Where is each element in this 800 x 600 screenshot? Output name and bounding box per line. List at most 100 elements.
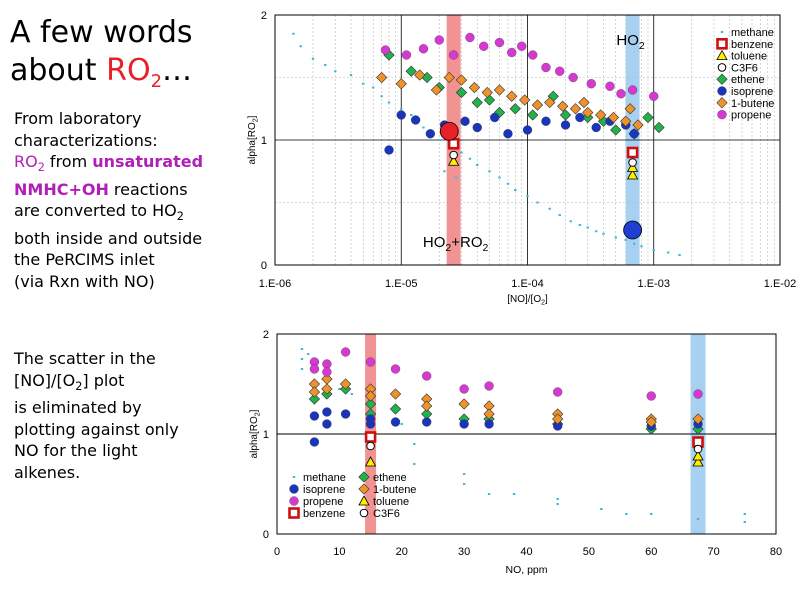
chart1-point-methane xyxy=(292,32,295,35)
chart1-point-methane xyxy=(614,236,617,239)
chart2-point-methane xyxy=(556,498,559,500)
chart2-point-toluene xyxy=(364,456,377,467)
chart1-point-propene xyxy=(555,66,565,76)
chart1-point-methane xyxy=(422,126,425,129)
title-line1: A few words xyxy=(10,15,193,50)
title-line2: about RO2… xyxy=(10,53,193,92)
chart1-point-propene xyxy=(401,50,412,60)
chart1-y-tick-label: 2 xyxy=(261,10,267,22)
chart2-point-methane xyxy=(743,513,747,515)
chart2-legend-marker-isoprene xyxy=(289,484,299,494)
chart2-point-1-butene xyxy=(483,408,495,420)
chart1-point-methane xyxy=(602,232,605,235)
chart2-point-propene xyxy=(646,391,656,401)
chart2-series-toluene xyxy=(364,450,704,467)
chart2-point-1-butene xyxy=(692,413,704,425)
chart2-point-methane xyxy=(300,358,304,360)
chart2-point-methane xyxy=(300,368,304,370)
chart1-point-C3F6 xyxy=(449,150,458,160)
chart2-point-methane xyxy=(306,353,310,355)
chart1-point-1-butene xyxy=(595,109,607,121)
chart1-legend-marker-ethene xyxy=(716,73,728,85)
chart1-point-isoprene xyxy=(460,116,470,126)
chart1-point-1-butene xyxy=(620,115,632,127)
chart1-point-isoprene xyxy=(410,115,421,125)
chart2-x-axis-label: NO, ppm xyxy=(505,564,547,576)
chart1-point-methane xyxy=(666,251,670,254)
chart1-y-tick-label: 1 xyxy=(261,135,267,147)
chart1-point-methane xyxy=(558,214,561,216)
chart1: HO2+RO2 HO2 1.E-06 1.E-05 1.E-04 1.E-03 1.E-02… xyxy=(247,10,796,307)
chart2: 0 10 20 30 40 50 60 70 80 0 1 2 NO, ppm alpha[RO2] met… xyxy=(249,329,782,576)
chart2-point-toluene xyxy=(692,456,704,467)
chart1-point-propene xyxy=(434,35,444,45)
chart2-point-ethene xyxy=(308,393,321,405)
chart1-point-propene xyxy=(418,44,429,54)
chart1-point-propene xyxy=(649,91,659,101)
chart1-point-propene xyxy=(479,41,489,51)
chart1-point-methane xyxy=(624,239,627,241)
chart2-point-1-butene xyxy=(364,390,377,402)
chart1-point-1-butene xyxy=(519,94,531,106)
chart1-band-label: HO2 xyxy=(616,32,645,52)
scatter-explanation-text: The scatter in the [NO]/[O2] plot is eli… xyxy=(14,349,179,482)
chart2-legend-label-benzene: benzene xyxy=(303,508,345,520)
chart2-legend-label-propene: propene xyxy=(303,496,343,508)
chart1-point-1-butene xyxy=(430,84,443,96)
chart1-point-methane xyxy=(548,207,551,210)
chart2-point-methane xyxy=(625,513,628,515)
chart2-y-tick-label: 0 xyxy=(263,529,269,541)
chart2-point-toluene xyxy=(692,450,704,461)
chart1-point-methane xyxy=(400,107,403,110)
chart1-point-isoprene xyxy=(541,116,551,126)
chart2-point-methane xyxy=(696,518,700,520)
chart1-legend-marker-benzene xyxy=(716,37,728,50)
chart1-legend-label-methane: methane xyxy=(731,27,774,39)
chart1-point-methane xyxy=(362,82,365,85)
chart1-x-axis-label: [NO]/[O2] xyxy=(507,294,548,307)
chart1-point-methane xyxy=(488,170,491,173)
chart2-point-1-butene xyxy=(458,398,470,410)
chart1-series-isoprene xyxy=(384,110,639,155)
chart2-point-isoprene xyxy=(459,419,469,429)
chart2-y-axis-label: alpha[RO2] xyxy=(249,409,262,458)
chart1-point-1-butene xyxy=(578,96,590,109)
chart2-plot-frame xyxy=(276,333,777,535)
chart1-x-tick-label: 1.E-05 xyxy=(385,278,417,290)
chart2-series-benzene xyxy=(364,431,704,448)
chart2-series-isoprene xyxy=(309,407,703,447)
chart1-point-methane xyxy=(468,157,472,160)
chart2-point-propene xyxy=(459,384,469,394)
chart2-point-isoprene xyxy=(422,417,432,427)
chart1-point-methane xyxy=(443,170,446,173)
chart1-point-propene xyxy=(448,50,459,60)
chart1-point-propene xyxy=(627,85,638,95)
chart1-legend-label-benzene: benzene xyxy=(731,39,773,51)
chart2-point-1-butene xyxy=(552,413,564,425)
chart1-point-1-butene xyxy=(395,78,407,90)
chart1-legend-label-isoprene: isoprene xyxy=(731,86,773,98)
chart2-x-tick-label: 60 xyxy=(645,546,657,558)
chart1-series-propene xyxy=(380,32,659,101)
chart1-point-ethene xyxy=(509,103,521,115)
chart1-point-methane xyxy=(334,70,337,73)
chart1-point-methane xyxy=(678,254,681,256)
chart2-x-tick-label: 70 xyxy=(708,546,720,558)
chart2-point-propene xyxy=(693,389,703,399)
chart2-point-methane xyxy=(743,521,747,523)
chart1-plot-frame xyxy=(274,14,781,266)
chart1-point-1-butene xyxy=(506,90,518,102)
chart2-point-propene xyxy=(340,347,351,357)
chart2-point-methane xyxy=(400,423,403,425)
slide-title: A few words about RO2… xyxy=(10,14,193,101)
chart1-point-methane xyxy=(594,230,598,233)
chart1-point-C3F6 xyxy=(628,158,637,167)
chart1-point-methane xyxy=(349,74,353,76)
chart2-point-isoprene xyxy=(484,419,494,429)
chart1-point-benzene xyxy=(447,137,460,150)
chart1-legend-label-ethene: ethene xyxy=(731,74,765,86)
chart1-point-1-butene xyxy=(455,74,468,86)
chart1-x-tick-label: 1.E-03 xyxy=(638,278,670,290)
chart2-point-isoprene xyxy=(309,437,320,447)
chart1-point-methane xyxy=(387,101,391,104)
